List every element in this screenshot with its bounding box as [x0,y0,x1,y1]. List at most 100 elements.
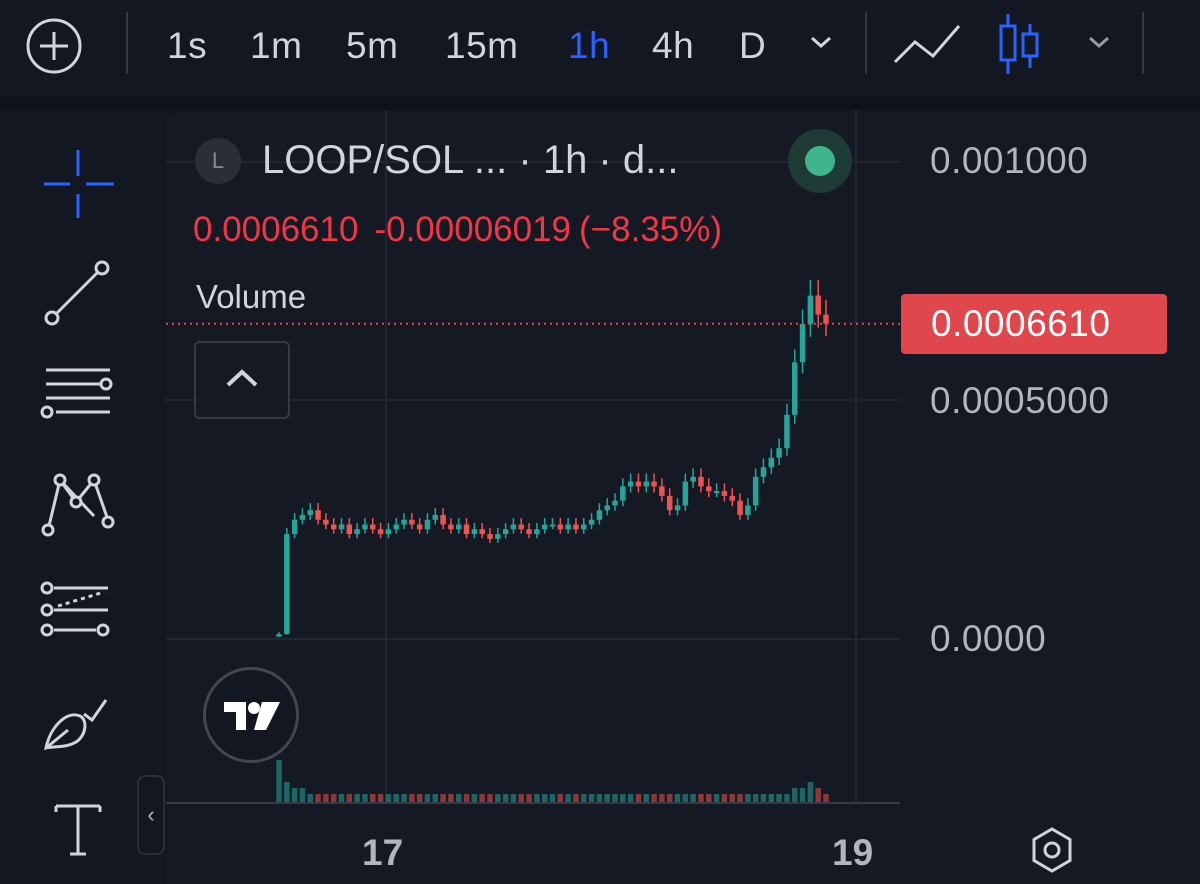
tradingview-logo[interactable] [203,667,299,763]
timeframe-1h[interactable]: 1h [568,25,611,66]
symbol-title[interactable]: LOOP/SOL ... · 1h · d... [262,138,679,182]
add-symbol-button[interactable] [26,18,82,74]
volume-bar [792,788,798,802]
volume-bar [502,794,509,802]
candle-body [323,519,329,525]
chevron-down-icon [1089,36,1109,49]
trend-line-icon [44,260,110,326]
volume-bar [557,794,564,802]
volume-bar [432,794,439,802]
volume-bar [627,794,634,802]
timeframe-d[interactable]: D [739,25,767,66]
candle-body [682,481,689,506]
volume-bar [713,794,720,802]
candle-body [581,524,587,530]
volume-bar [604,794,610,802]
candle-body [455,524,462,530]
price-series [276,279,829,637]
chevron-up-icon [226,369,258,387]
gear-icon [1032,827,1072,873]
volume-bar [674,794,681,802]
timeframe-4h[interactable]: 4h [652,25,695,66]
volume-bar [471,794,478,802]
volume-bar [651,794,657,802]
candle-body [526,529,532,535]
candle-body [448,524,454,530]
pattern-tool[interactable] [36,466,120,550]
volume-bar [706,794,712,802]
volume-bar [299,788,306,802]
volume-bar [401,794,407,802]
candle-body [643,481,650,487]
candlestick-icon [999,14,1039,74]
candle-body [393,524,399,530]
tradingview-logo-icon [224,702,280,730]
candle-body [721,491,728,496]
candle-body [776,448,782,458]
text-tool[interactable] [36,794,120,878]
volume-bar [315,794,321,802]
volume-bar [284,782,290,802]
price-tick: 0.0000 [930,618,1047,659]
volume-bar [495,794,501,802]
volume-bar [409,794,415,802]
top-toolbar: 1s 1m 5m 15m 1h 4h D [0,0,1200,96]
sidebar-collapse-button[interactable]: ‹ [137,775,165,855]
volume-bar [487,794,493,802]
volume-bar [659,794,665,802]
candle-body [698,476,704,487]
candle-body [284,534,290,635]
timeframe-15m[interactable]: 15m [445,25,519,66]
candle-body [338,524,345,530]
crosshair-icon [44,150,114,218]
line-chart-button[interactable] [893,18,963,74]
volume-bar [784,794,790,802]
candle-body [549,524,556,527]
candle-body [299,514,306,520]
volume-bar [807,782,814,802]
volume-bar [620,794,626,802]
chevron-left-icon: ‹ [147,802,155,827]
timeframe-1s[interactable]: 1s [167,25,208,66]
volume-indicator-label[interactable]: Volume [196,278,307,315]
add-circle-icon [26,18,82,74]
volume-bar [737,794,743,802]
candle-body [471,529,478,535]
candle-body [815,295,821,315]
volume-bar [455,794,462,802]
candle-body [401,519,407,525]
brush-tool[interactable] [36,692,120,776]
volume-bar [346,794,353,802]
volume-bar [416,794,423,802]
volume-series [276,760,829,802]
market-status-dot [805,146,835,176]
timeframe-5m[interactable]: 5m [346,25,399,66]
chart-settings-button[interactable] [1028,826,1076,874]
fib-levels-tool[interactable] [36,360,120,444]
candle-body [495,534,501,539]
timeframe-1m[interactable]: 1m [250,25,303,66]
timeframe-dropdown-button[interactable] [808,32,834,57]
volume-bar [729,794,735,802]
chevron-down-icon [811,36,831,49]
crosshair-tool[interactable] [36,148,120,232]
candle-body [596,510,603,520]
volume-bar [354,794,360,802]
collapse-legend-button[interactable] [194,341,290,419]
trend-line-tool[interactable] [36,256,120,340]
price-tick: 0.0005000 [930,380,1110,421]
volume-bar [768,794,775,802]
candle-body [823,314,829,324]
toolbar-separator [0,96,1200,110]
candle-body [573,524,579,530]
candlestick-chart-button[interactable] [996,12,1044,76]
candle-body [346,524,353,535]
candle-body [416,524,423,530]
volume-bar [448,794,454,802]
volume-bar [338,794,345,802]
forecast-tool[interactable] [36,578,120,662]
volume-bar [698,794,704,802]
candle-body [440,514,446,525]
chart-type-dropdown-button[interactable] [1086,32,1112,57]
volume-bar [463,794,470,802]
